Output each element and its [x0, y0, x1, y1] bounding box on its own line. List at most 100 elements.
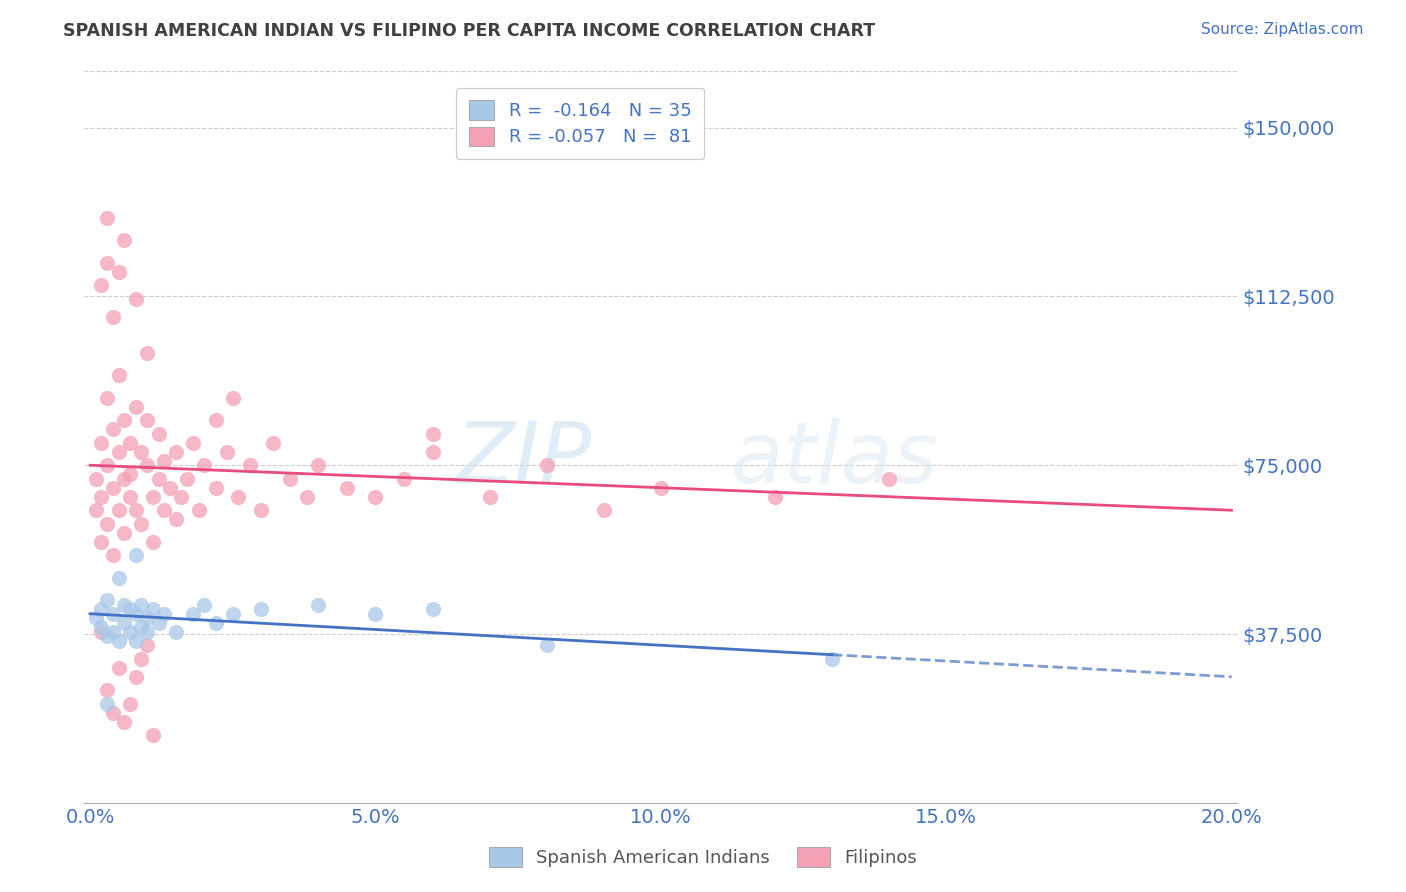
- Text: atlas: atlas: [730, 417, 938, 500]
- Point: [101, 310, 124, 324]
- Point: [228, 490, 250, 504]
- Point: [165, 512, 187, 526]
- Point: [131, 652, 153, 666]
- Point: [142, 602, 165, 616]
- Point: [136, 345, 159, 359]
- Point: [250, 602, 273, 616]
- Point: [153, 453, 176, 467]
- Point: [96, 683, 118, 698]
- Point: [278, 472, 301, 486]
- Point: [96, 697, 118, 711]
- Point: [84, 472, 107, 486]
- Point: [112, 525, 135, 540]
- Point: [136, 638, 159, 652]
- Point: [215, 444, 238, 458]
- Point: [96, 629, 118, 643]
- Point: [90, 534, 112, 549]
- Point: [148, 615, 170, 630]
- Point: [84, 503, 107, 517]
- Point: [187, 503, 209, 517]
- Point: [131, 620, 153, 634]
- Point: [96, 391, 118, 405]
- Point: [125, 400, 148, 414]
- Point: [125, 607, 148, 621]
- Point: [153, 503, 176, 517]
- Point: [307, 598, 329, 612]
- Point: [118, 624, 141, 639]
- Point: [84, 611, 107, 625]
- Point: [204, 413, 226, 427]
- Point: [181, 607, 204, 621]
- Point: [877, 472, 900, 486]
- Point: [90, 278, 112, 293]
- Point: [536, 638, 558, 652]
- Text: ZIP: ZIP: [456, 417, 592, 500]
- Point: [107, 571, 129, 585]
- Point: [392, 472, 415, 486]
- Point: [107, 503, 129, 517]
- Point: [131, 516, 153, 531]
- Point: [112, 233, 135, 247]
- Point: [101, 607, 124, 621]
- Point: [176, 472, 198, 486]
- Point: [90, 620, 112, 634]
- Legend: R =  -0.164   N = 35, R = -0.057   N =  81: R = -0.164 N = 35, R = -0.057 N = 81: [456, 87, 704, 159]
- Point: [131, 598, 153, 612]
- Point: [262, 435, 284, 450]
- Point: [364, 607, 387, 621]
- Point: [142, 534, 165, 549]
- Point: [112, 413, 135, 427]
- Point: [170, 490, 193, 504]
- Point: [107, 633, 129, 648]
- Text: Source: ZipAtlas.com: Source: ZipAtlas.com: [1201, 22, 1364, 37]
- Point: [153, 607, 176, 621]
- Point: [364, 490, 387, 504]
- Point: [336, 481, 359, 495]
- Legend: Spanish American Indians, Filipinos: Spanish American Indians, Filipinos: [482, 839, 924, 874]
- Point: [118, 602, 141, 616]
- Point: [90, 490, 112, 504]
- Point: [107, 368, 129, 383]
- Point: [193, 598, 215, 612]
- Point: [763, 490, 786, 504]
- Point: [422, 426, 444, 441]
- Point: [101, 548, 124, 562]
- Point: [131, 444, 153, 458]
- Point: [125, 670, 148, 684]
- Point: [107, 661, 129, 675]
- Point: [422, 602, 444, 616]
- Point: [125, 292, 148, 306]
- Point: [136, 413, 159, 427]
- Point: [96, 255, 118, 269]
- Point: [136, 624, 159, 639]
- Point: [90, 602, 112, 616]
- Point: [478, 490, 501, 504]
- Point: [193, 458, 215, 473]
- Point: [90, 435, 112, 450]
- Point: [136, 458, 159, 473]
- Point: [112, 472, 135, 486]
- Point: [250, 503, 273, 517]
- Point: [107, 444, 129, 458]
- Text: SPANISH AMERICAN INDIAN VS FILIPINO PER CAPITA INCOME CORRELATION CHART: SPANISH AMERICAN INDIAN VS FILIPINO PER …: [63, 22, 876, 40]
- Point: [96, 458, 118, 473]
- Point: [125, 633, 148, 648]
- Point: [307, 458, 329, 473]
- Point: [125, 503, 148, 517]
- Point: [101, 624, 124, 639]
- Point: [159, 481, 181, 495]
- Point: [222, 391, 245, 405]
- Point: [222, 607, 245, 621]
- Point: [107, 265, 129, 279]
- Point: [112, 615, 135, 630]
- Point: [118, 697, 141, 711]
- Point: [295, 490, 318, 504]
- Point: [821, 652, 844, 666]
- Point: [422, 444, 444, 458]
- Point: [96, 593, 118, 607]
- Point: [118, 467, 141, 482]
- Point: [101, 481, 124, 495]
- Point: [148, 426, 170, 441]
- Point: [204, 615, 226, 630]
- Point: [592, 503, 614, 517]
